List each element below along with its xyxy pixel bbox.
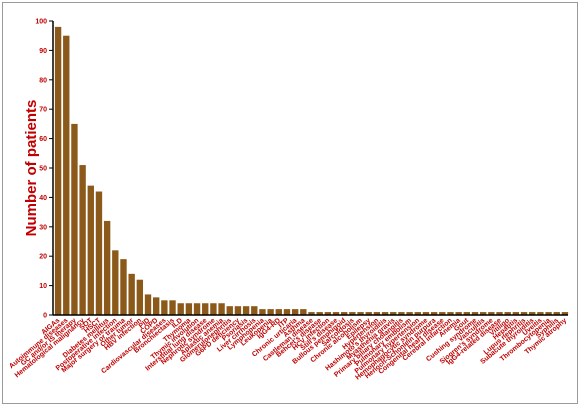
bar [332,312,340,315]
bar [275,309,282,315]
bar [152,297,160,315]
bar [259,309,266,315]
bar [218,303,225,315]
bar [291,309,299,315]
y-tick-label: 90 [39,48,47,55]
bar [561,312,569,315]
bar [71,123,78,316]
bar [169,300,176,315]
bar [422,312,430,315]
y-tick-label: 60 [39,136,47,143]
bar [414,312,421,315]
bar [537,312,544,315]
y-tick-label: 70 [39,107,47,114]
bar [496,312,503,315]
bar [177,303,184,315]
bar [406,312,413,315]
bar [349,312,356,315]
bar [128,273,135,315]
bar [79,165,86,315]
bars [54,26,569,316]
y-tick-label: 80 [39,77,47,84]
bar [324,312,332,315]
bar [390,312,397,315]
bar [316,312,323,315]
bar [553,312,560,315]
bar [529,312,536,315]
bar [545,312,552,315]
bar [512,312,520,315]
y-tick-label: 20 [39,254,47,261]
bar [430,312,438,315]
bar [112,250,119,315]
bar [144,294,152,315]
bar [242,306,250,315]
bar [479,312,487,315]
bar [504,312,511,315]
bar [226,306,233,315]
bar [520,312,528,315]
y-tick-label: 50 [39,166,47,173]
bar [136,279,144,315]
bar [365,312,372,315]
bar [54,26,62,315]
bar [439,312,446,315]
bar [341,312,348,315]
bar [373,312,381,315]
bar [463,312,471,315]
bar [161,300,168,315]
bar [308,312,315,315]
y-tick-label: 40 [39,195,47,202]
bar [471,312,479,315]
bar [103,220,111,315]
y-tick-label: 0 [43,313,47,320]
bar [87,185,94,315]
bar [283,309,291,315]
bar [357,312,364,315]
bar [193,303,201,315]
bar [300,309,307,315]
bar [251,306,258,315]
bar [488,312,495,315]
bar [447,312,454,315]
bar [202,303,209,315]
bar [267,309,274,315]
bar [234,306,242,315]
bar [210,303,217,315]
y-tick-label: 10 [39,283,47,290]
bar [398,312,405,315]
bar [95,191,103,315]
y-axis-title: Number of patients [23,100,40,237]
bar [120,259,127,315]
bar [185,303,193,315]
bar [381,312,389,315]
bar [63,35,70,315]
y-tick-label: 100 [35,19,47,26]
y-tick-label: 30 [39,224,47,231]
bar [455,312,462,315]
